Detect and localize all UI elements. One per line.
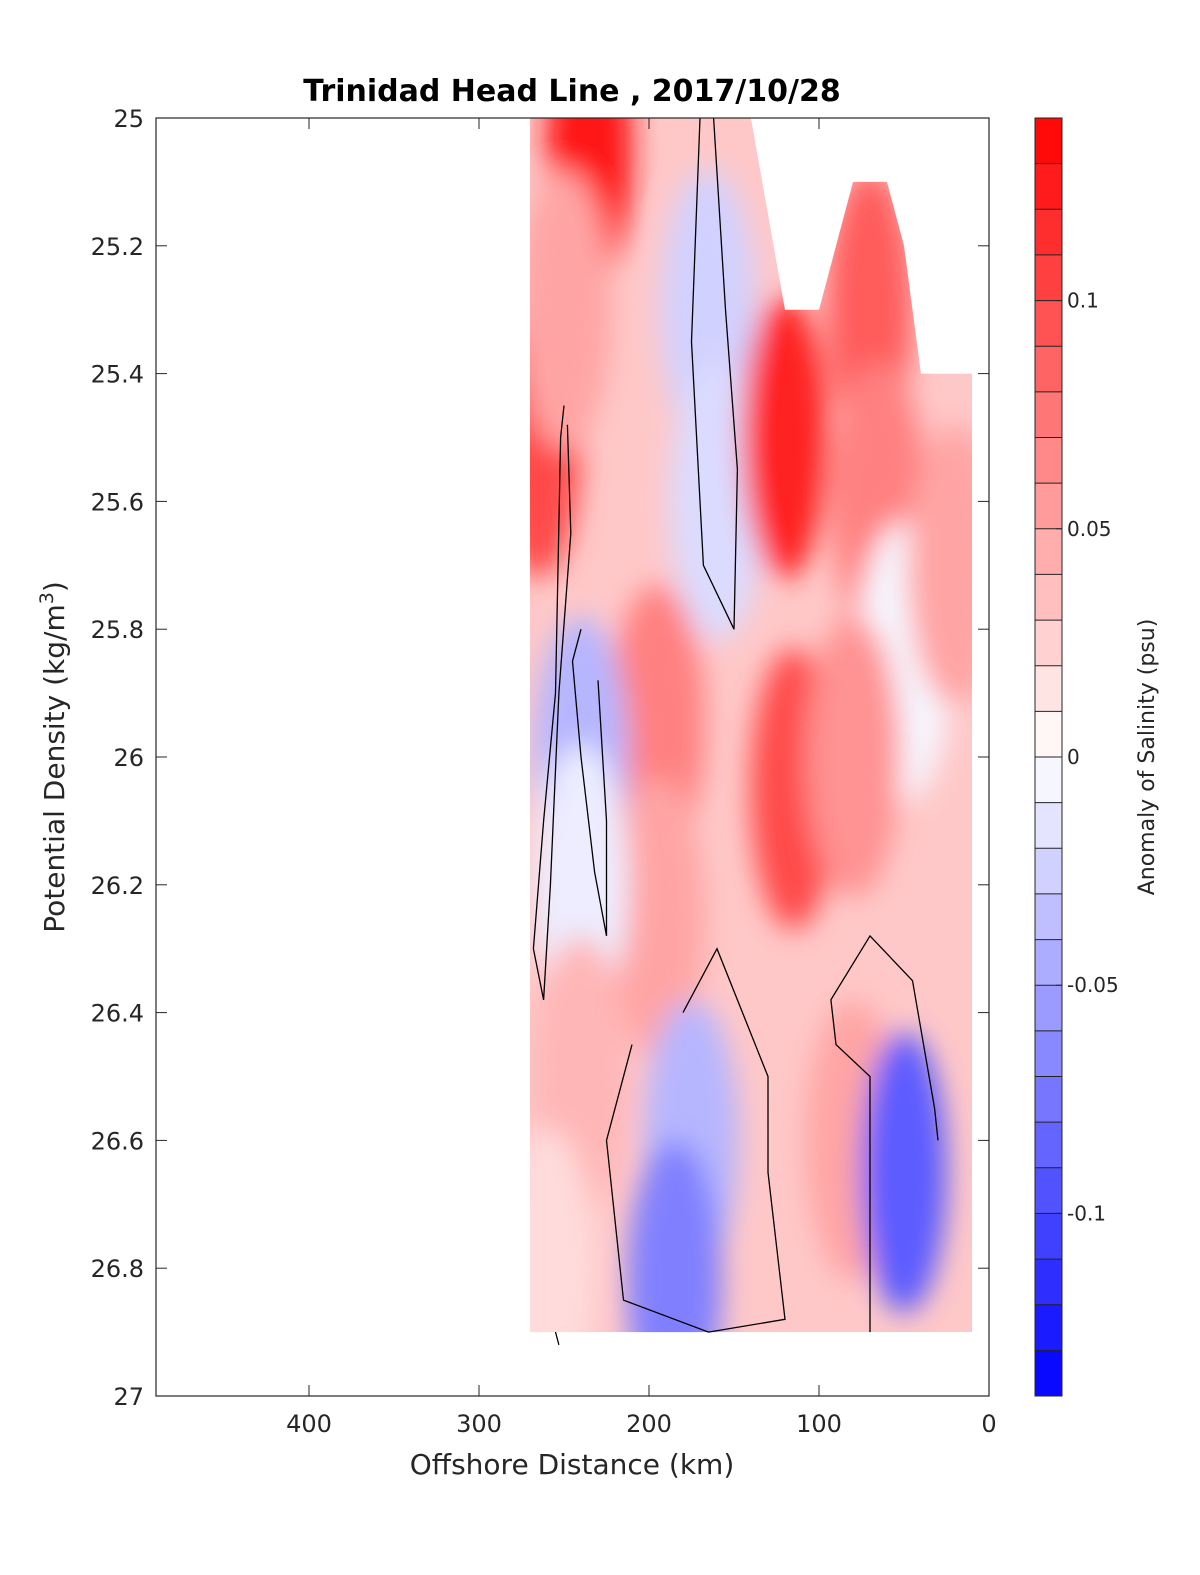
colorbar-tick-label: -0.05 [1067,973,1119,997]
zero-contour-line [690,118,739,630]
colorbar-segment [1035,163,1062,210]
salinity-field [530,118,972,1333]
field-feature [530,169,612,451]
zero-contours [532,118,939,1346]
field-feature [530,1127,595,1333]
colorbar-tick-label: 0.05 [1067,517,1112,541]
y-tick-label: 26.4 [91,1000,144,1028]
y-tick-label: 26 [113,744,144,772]
field-feature [742,296,828,579]
colorbar-segment [1035,437,1062,484]
field-feature [669,360,765,642]
colorbar-segment [1035,483,1062,530]
colorbar-segment [1035,1350,1062,1397]
y-axis-label-main: Potential Density (kg/m [38,604,71,933]
colorbar [1035,117,1062,1397]
y-tick-label: 26.8 [91,1255,144,1283]
chart-title: Trinidad Head Line , 2017/10/28 [303,74,840,109]
colorbar-segment [1035,711,1062,758]
colorbar-segment [1035,300,1062,347]
field-feature [609,776,706,1058]
x-tick-label: 0 [981,1410,996,1438]
field-feature [626,1140,723,1333]
colorbar-segment [1035,893,1062,941]
colorbar-segment [1035,254,1062,302]
colorbar-ticks: 0.1 0.05 0 -0.05 -0.1 [1056,289,1119,1225]
field-feature [907,424,972,706]
colorbar-segment [1035,528,1062,575]
y-tick-label: 27 [113,1383,144,1411]
zero-contour-line [554,1331,560,1346]
colorbar-segment [1035,209,1062,256]
colorbar-tick-label: 0.1 [1067,289,1099,313]
colorbar-tick-label: -0.1 [1067,1201,1106,1225]
x-tick-label: 300 [456,1410,502,1438]
colorbar-segment [1035,574,1062,621]
y-axis-label: Potential Density (kg/m3) [36,581,71,933]
x-axis-label: Offshore Distance (km) [410,1448,735,1481]
y-tick-label: 25.2 [91,233,144,261]
colorbar-segment [1035,118,1062,165]
field-feature [805,616,901,898]
colorbar-label: Anomaly of Salinity (psu) [1135,619,1160,896]
colorbar-segment [1035,848,1062,895]
x-tick-label: 200 [626,1410,672,1438]
field-clipped [530,118,972,1333]
x-tick-label: 400 [286,1410,332,1438]
colorbar-segment [1035,802,1062,849]
y-tick-label: 26.2 [91,872,144,900]
y-axis-label-end: ) [38,581,71,592]
y-tick-label: 26.6 [91,1127,144,1155]
colorbar-segment [1035,985,1062,1032]
zero-contour-line [605,947,786,1333]
x-tick-label: 100 [796,1410,842,1438]
y-axis: 25 25.2 25.4 25.6 25.8 26 26.2 26.4 26.6 26.8 27 [91,105,989,1411]
y-axis-label-sup: 3 [36,592,58,604]
x-axis: 400 300 200 100 0 [286,118,997,1438]
y-tick-label: 25.6 [91,488,144,516]
colorbar-segment [1035,1213,1062,1260]
colorbar-segment [1035,1122,1062,1169]
colorbar-segment [1035,1259,1062,1306]
colorbar-segment [1035,346,1062,393]
colorbar-segment [1035,1304,1062,1351]
colorbar-segment [1035,620,1062,667]
zero-contour-line [571,629,608,937]
colorbar-segment [1035,665,1062,712]
colorbar-segment [1035,1030,1062,1077]
colorbar-segment [1035,939,1062,986]
colorbar-tick-label: 0 [1067,745,1080,769]
colorbar-segment [1035,391,1062,438]
field-blobs [530,118,972,1333]
colorbar-segment [1035,1167,1062,1214]
y-tick-label: 25.4 [91,361,144,389]
zero-contour-line [532,405,572,1000]
colorbar-segment [1035,757,1062,804]
colorbar-segment [1035,1076,1062,1123]
field-feature [861,1031,947,1313]
zero-contour-line [830,934,939,1333]
y-tick-label: 25 [113,105,144,133]
y-tick-label: 25.8 [91,616,144,644]
